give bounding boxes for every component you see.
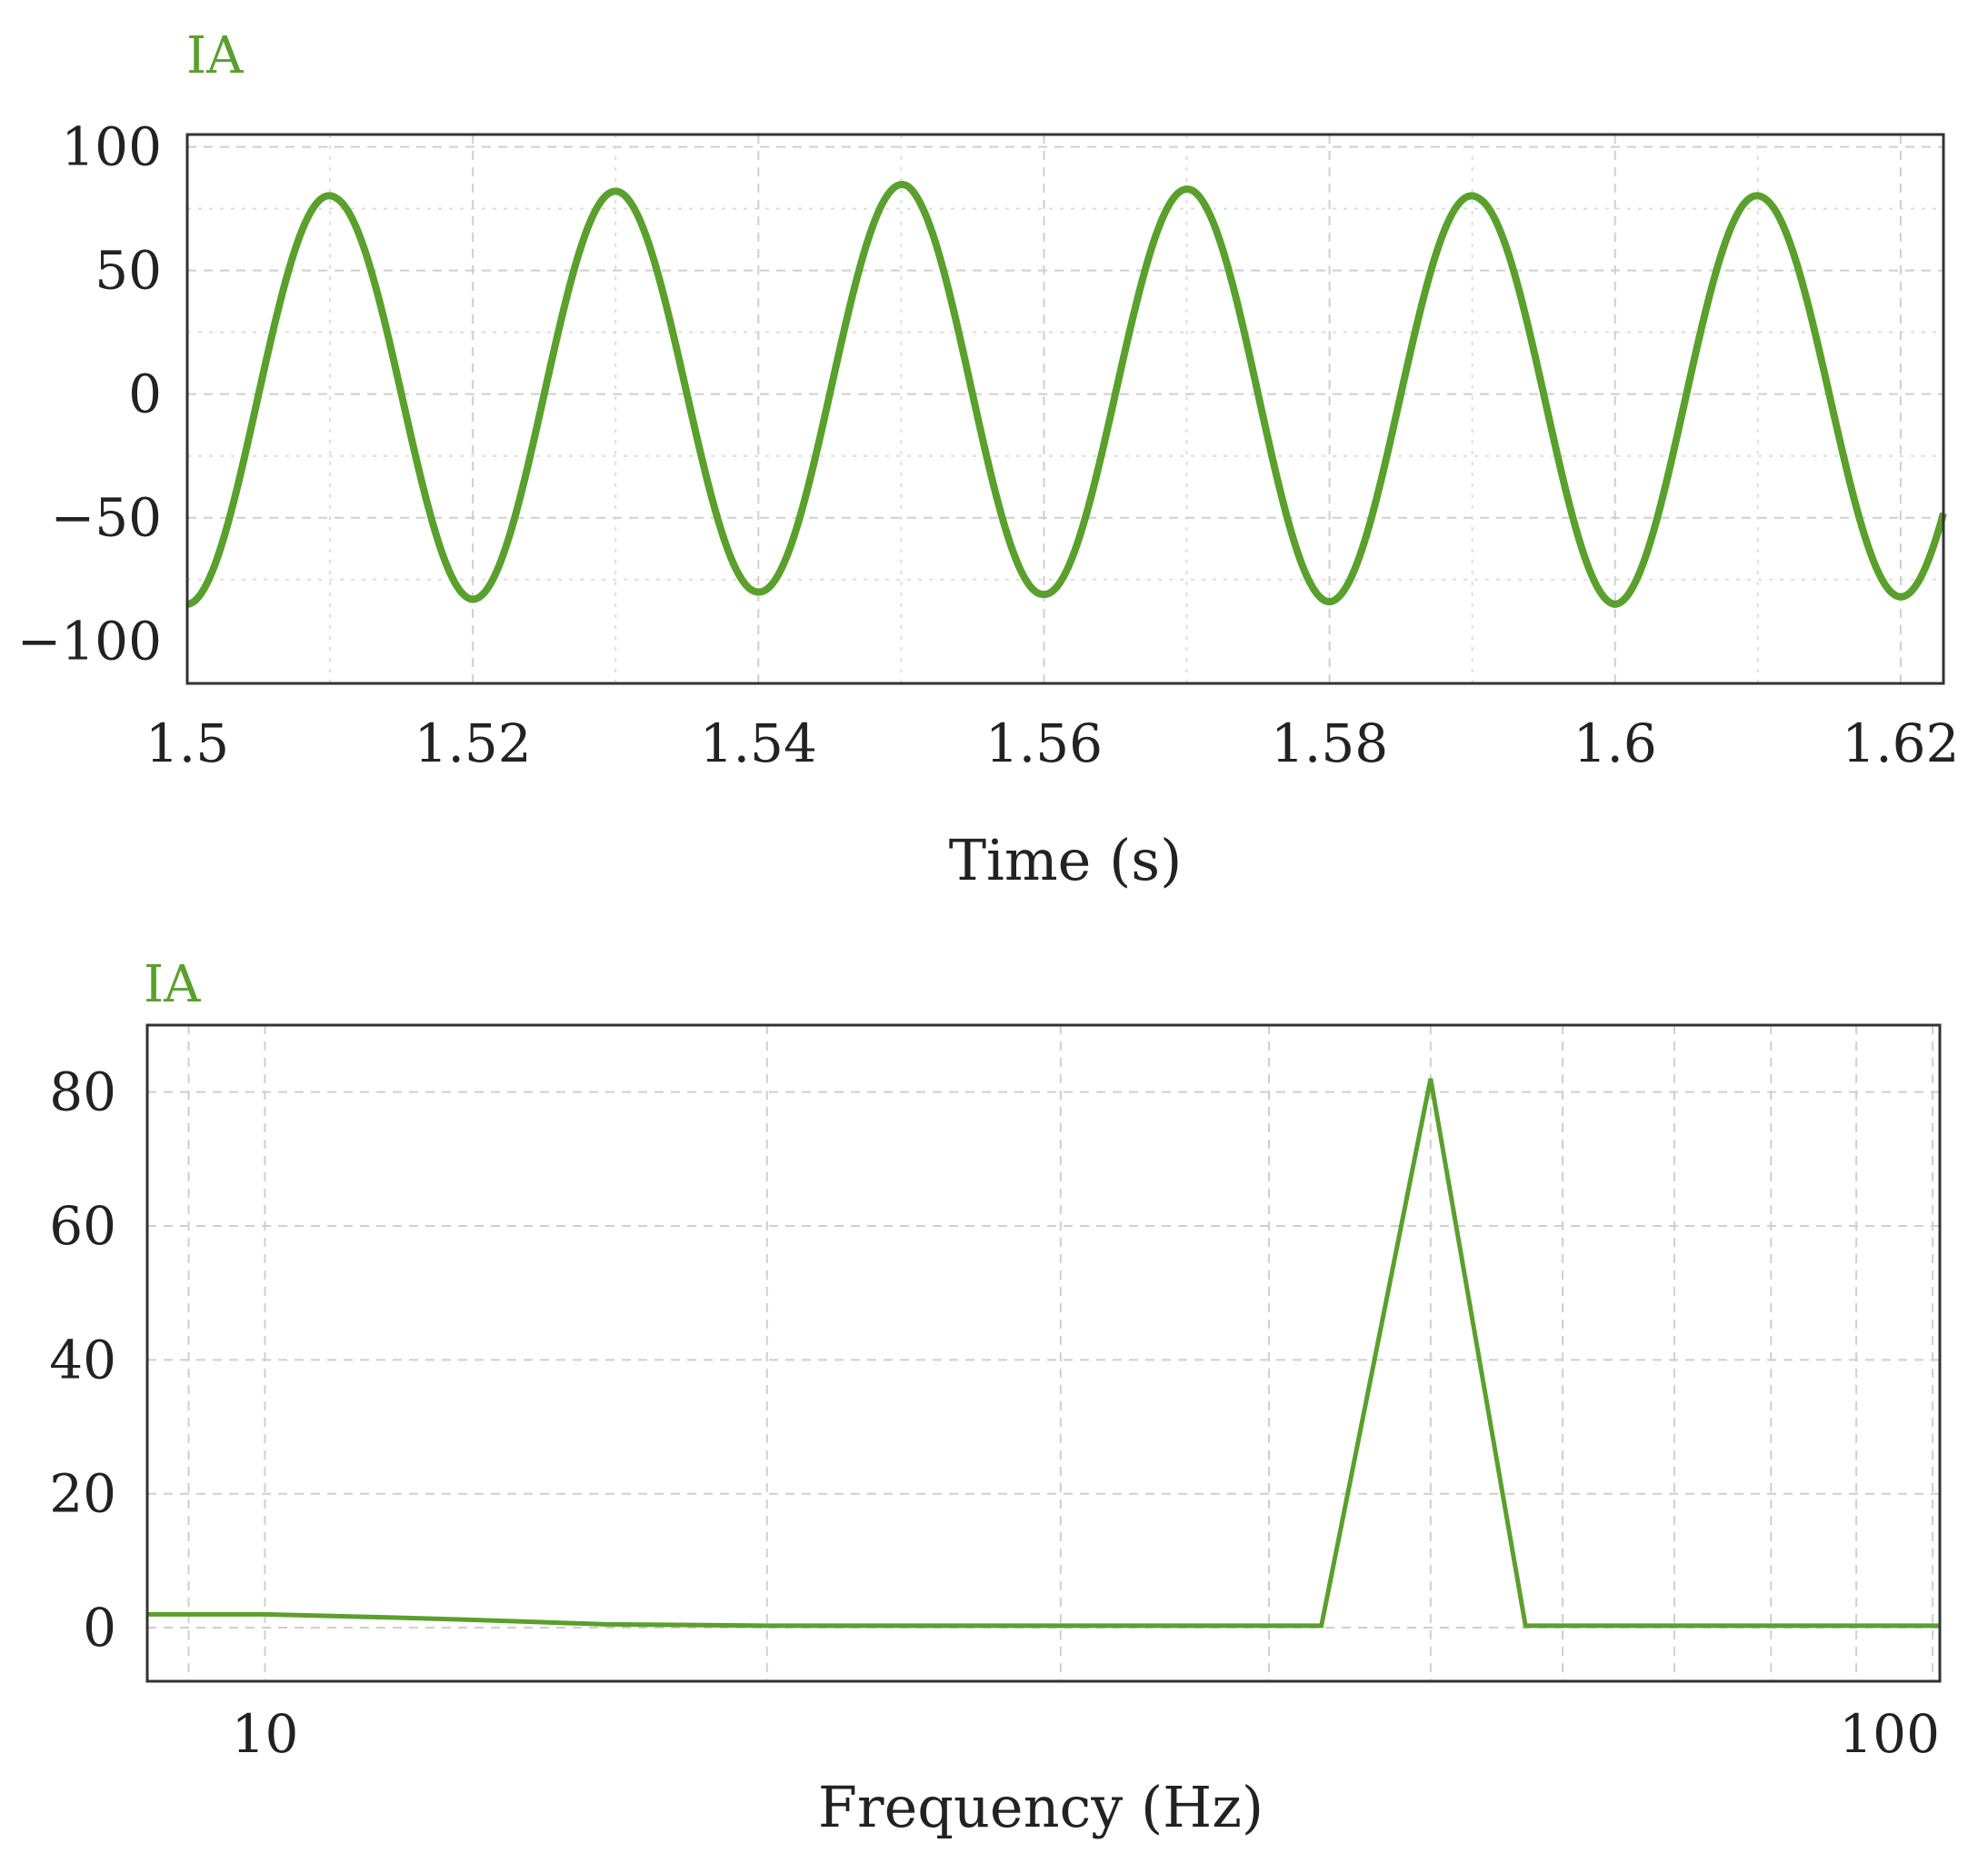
x-tick-label: 1.6	[1573, 712, 1657, 774]
frequency-chart-x-ticks: 10 100	[232, 1703, 1940, 1765]
y-tick-label: 100	[61, 116, 162, 178]
x-tick-label: 1.58	[1271, 712, 1388, 774]
x-tick-label: 10	[232, 1703, 299, 1765]
time-chart-x-ticks: 1.5 1.52 1.54 1.56 1.58 1.6 1.62	[145, 712, 1960, 774]
time-chart-y-ticks: 100 50 0 −50 −100	[17, 116, 162, 672]
y-tick-label: 0	[83, 1597, 116, 1659]
frequency-chart: IA 0 20 40 60 80 10 100 Frequency (Hz)	[49, 955, 1942, 1840]
y-tick-label: −100	[17, 611, 162, 672]
x-tick-label: 1.56	[985, 712, 1103, 774]
x-tick-label: 1.52	[415, 712, 532, 774]
frequency-chart-title: IA	[144, 955, 201, 1014]
frequency-chart-y-ticks: 0 20 40 60 80	[49, 1061, 116, 1659]
time-chart-frame	[185, 133, 1945, 685]
y-tick-label: 60	[49, 1195, 116, 1257]
frequency-chart-grid	[147, 1025, 1940, 1681]
time-chart-x-axis-label: Time (s)	[949, 827, 1183, 893]
frequency-chart-frame	[145, 1023, 1942, 1683]
y-tick-label: 50	[95, 240, 162, 302]
y-tick-label: 80	[49, 1061, 116, 1123]
time-chart-plot	[185, 181, 1947, 608]
y-tick-label: 0	[128, 364, 162, 425]
frequency-chart-x-axis-label: Frequency (Hz)	[818, 1774, 1264, 1840]
time-chart-grid	[187, 134, 1943, 683]
x-tick-label: 1.54	[700, 712, 817, 774]
time-chart-title: IA	[186, 26, 244, 85]
x-tick-label: 1.62	[1842, 712, 1959, 774]
series-line	[185, 181, 1947, 608]
series-line	[147, 1078, 1940, 1629]
x-tick-label: 1.5	[145, 712, 229, 774]
frequency-chart-plot	[147, 1078, 1940, 1629]
x-tick-label: 100	[1839, 1703, 1940, 1765]
y-tick-label: 40	[49, 1329, 116, 1390]
y-tick-label: −50	[51, 487, 162, 549]
y-tick-label: 20	[49, 1463, 116, 1525]
